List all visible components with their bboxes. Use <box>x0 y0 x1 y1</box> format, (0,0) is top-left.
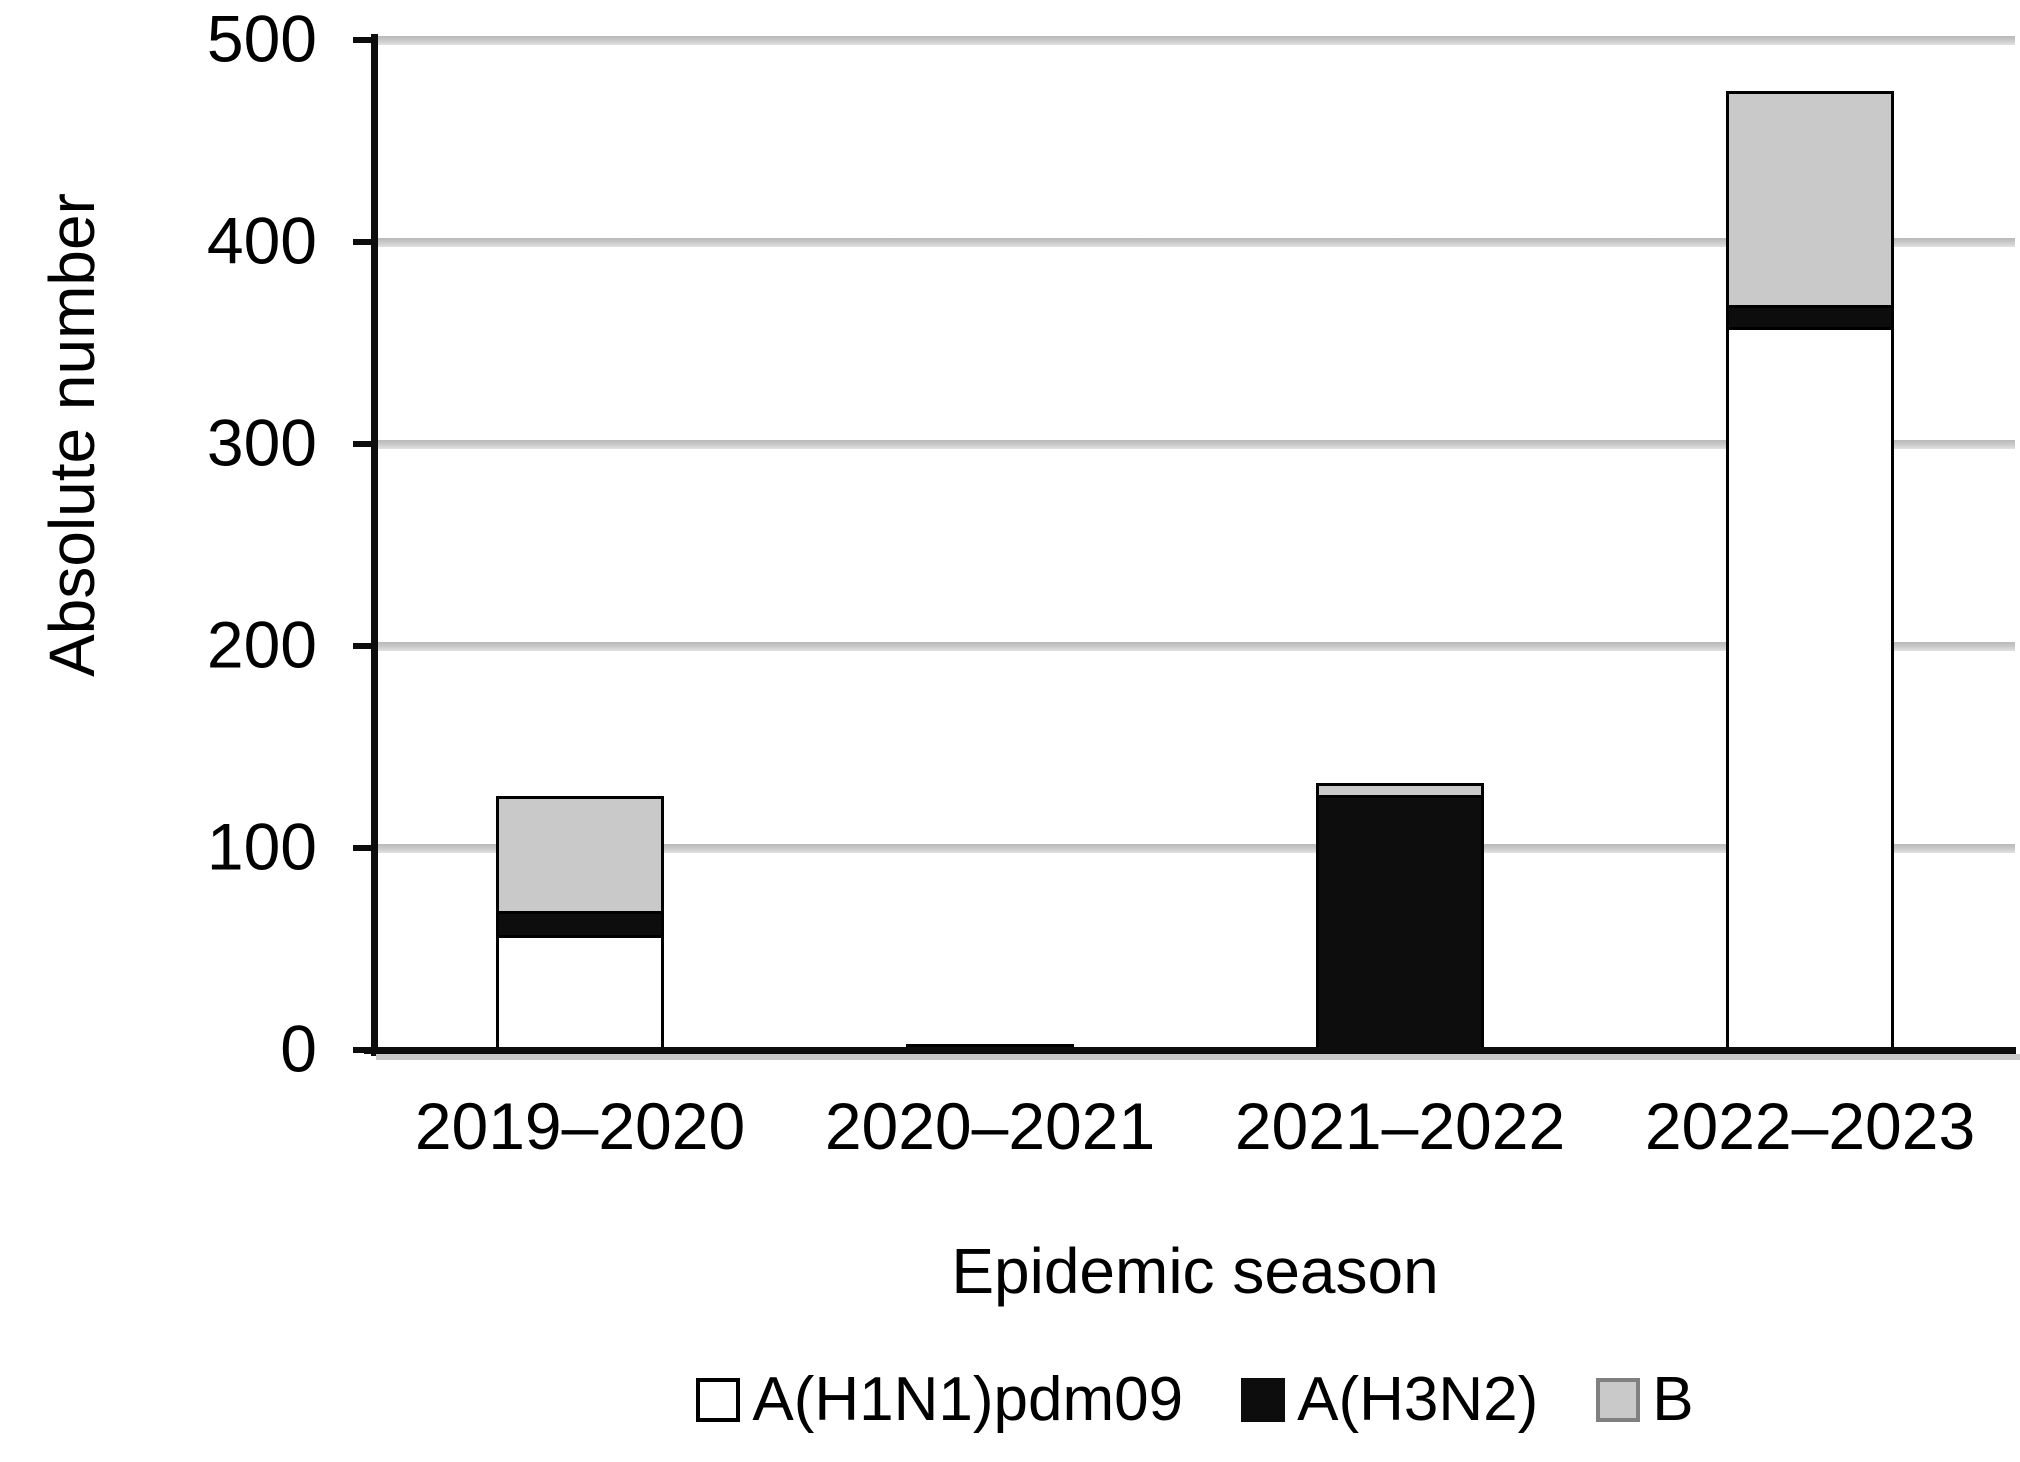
x-category-label-2022–2023: 2022–2023 <box>1644 1089 1976 1163</box>
x-axis-shadow <box>376 1054 2020 1060</box>
bar-segment-A(H3N2) <box>1316 795 1484 1050</box>
x-category-label-2019–2020: 2019–2020 <box>414 1089 746 1163</box>
gridline-400 <box>375 237 2015 247</box>
y-tick-200 <box>353 643 375 649</box>
bar-2022–2023 <box>1726 90 1894 1050</box>
gridline-200 <box>375 641 2015 651</box>
bar-segment-A(H3N2) <box>1726 304 1894 327</box>
legend: A(H1N1)pdm09 A(H3N2) B <box>375 1358 2015 1442</box>
x-category-label-2021–2022: 2021–2022 <box>1234 1089 1566 1163</box>
y-tick-400 <box>353 239 375 245</box>
legend-label-A(H3N2): A(H3N2) <box>1297 1365 1539 1434</box>
legend-item-A(H3N2): A(H3N2) <box>1241 1369 1538 1431</box>
y-tick-label-300: 300 <box>206 405 317 480</box>
bar-segment-A(H3N2) <box>496 910 664 935</box>
legend-swatch-B <box>1596 1378 1641 1422</box>
legend-label-A(H1N1)pdm09: A(H1N1)pdm09 <box>752 1365 1184 1434</box>
y-tick-100 <box>353 845 375 851</box>
bar-segment-A(H1N1)pdm09 <box>1726 326 1894 1050</box>
gridline-300 <box>375 439 2015 449</box>
legend-item-A(H1N1)pdm09: A(H1N1)pdm09 <box>696 1369 1183 1431</box>
x-axis-title: Epidemic season <box>951 1235 1439 1307</box>
y-tick-label-100: 100 <box>206 809 317 884</box>
y-tick-300 <box>353 441 375 447</box>
bar-segment-B <box>496 795 664 911</box>
y-tick-label-400: 400 <box>206 203 317 278</box>
legend-swatch-A(H3N2) <box>1241 1378 1286 1422</box>
bar-segment-B <box>1316 783 1484 796</box>
y-axis-line <box>371 34 378 1056</box>
x-category-label-2020–2021: 2020–2021 <box>824 1089 1156 1163</box>
y-tick-label-0: 0 <box>280 1011 317 1086</box>
plot-area <box>375 35 2015 1050</box>
legend-label-B: B <box>1652 1365 1694 1434</box>
legend-item-B: B <box>1596 1365 1694 1434</box>
y-tick-label-500: 500 <box>206 1 317 76</box>
gridline-100 <box>375 843 2015 853</box>
y-tick-label-200: 200 <box>206 607 317 682</box>
bar-2019–2020 <box>496 795 664 1050</box>
bar-segment-B <box>1726 90 1894 305</box>
y-tick-0 <box>353 1047 375 1053</box>
bar-segment-A(H1N1)pdm09 <box>496 934 664 1050</box>
y-axis-title: Absolute number <box>36 193 108 677</box>
bar-2021–2022 <box>1316 783 1484 1050</box>
y-tick-500 <box>353 37 375 43</box>
legend-swatch-A(H1N1)pdm09 <box>696 1378 741 1422</box>
x-axis-line <box>364 1047 2016 1054</box>
gridline-500 <box>375 35 2015 45</box>
